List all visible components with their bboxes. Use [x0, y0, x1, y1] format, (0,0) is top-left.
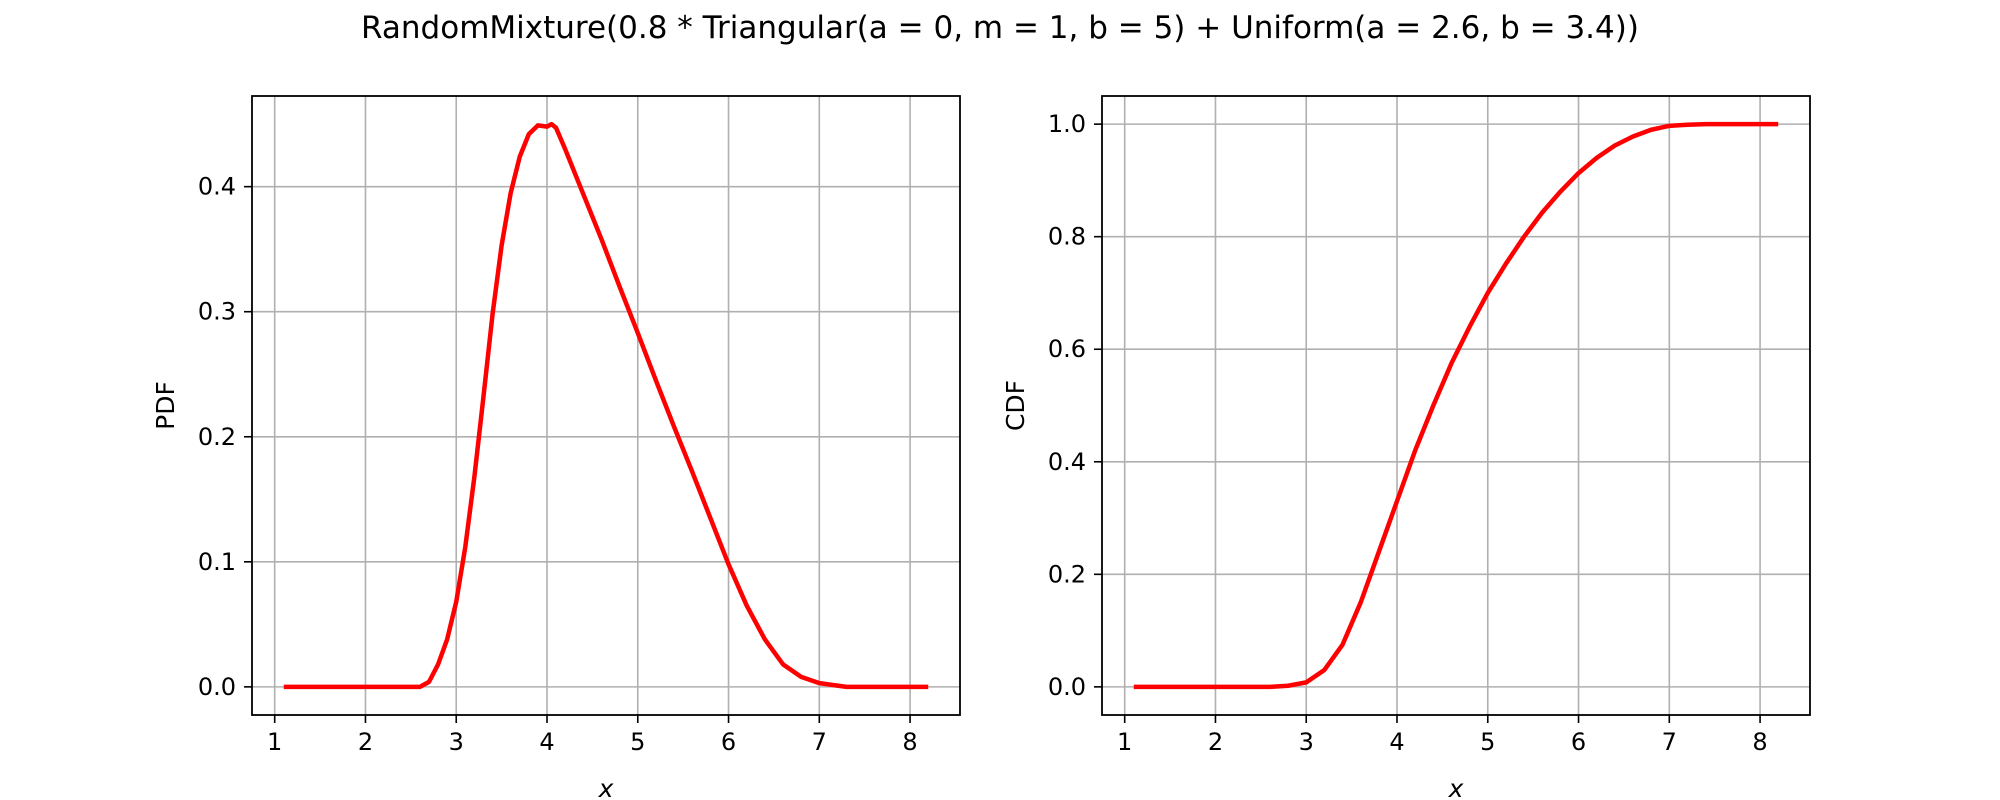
cdf-axes-frame: [1101, 95, 1811, 716]
cdf-y-tick-label: 0.4: [1048, 448, 1086, 476]
pdf-series-line: [283, 121, 929, 690]
pdf-y-tick-label: 0.2: [198, 423, 236, 451]
cdf-x-tick-label: 2: [1208, 728, 1223, 756]
pdf-x-tick-label: 4: [539, 728, 554, 756]
cdf-x-tick-label: 5: [1480, 728, 1495, 756]
pdf-x-tick-label: 8: [902, 728, 917, 756]
cdf-y-tick-label: 0.2: [1048, 560, 1086, 588]
cdf-x-tick-label: 3: [1299, 728, 1314, 756]
cdf-x-axis-label: x: [1448, 774, 1464, 800]
cdf-y-tick-label: 1.0: [1048, 110, 1086, 138]
pdf-axes-frame: [251, 95, 961, 716]
pdf-x-tick-label: 1: [267, 728, 282, 756]
pdf-x-tick-label: 7: [812, 728, 827, 756]
cdf-y-tick-label: 0.8: [1048, 223, 1086, 251]
cdf-y-axis-label: CDF: [1001, 380, 1030, 431]
cdf-x-tick-label: 4: [1389, 728, 1404, 756]
cdf-x-tick-label: 8: [1752, 728, 1767, 756]
cdf-y-tick-label: 0.6: [1048, 335, 1086, 363]
pdf-y-tick-label: 0.4: [198, 173, 236, 201]
pdf-x-axis-label: x: [598, 774, 614, 800]
cdf-series-line: [1133, 121, 1779, 690]
pdf-x-tick-label: 2: [358, 728, 373, 756]
cdf-y-tick-label: 0.0: [1048, 673, 1086, 701]
cdf-plot: 1 2 3 4 5 6 7 8 0.0 0.2 0.4 0.6 0.8 1.0 x CDF: [1001, 95, 1811, 800]
pdf-y-axis-label: PDF: [151, 381, 180, 430]
cdf-x-tick-label: 6: [1571, 728, 1586, 756]
pdf-plot: 1 2 3 4 5 6 7 8 0.0 0.1 0.2 0.3 0.4 x PDF: [151, 95, 961, 800]
pdf-x-tick-label: 5: [630, 728, 645, 756]
cdf-x-tick-label: 7: [1662, 728, 1677, 756]
pdf-x-tick-label: 3: [449, 728, 464, 756]
pdf-x-tick-label: 6: [721, 728, 736, 756]
cdf-x-tick-label: 1: [1117, 728, 1132, 756]
pdf-y-tick-label: 0.3: [198, 298, 236, 326]
pdf-y-tick-label: 0.1: [198, 548, 236, 576]
figure-title: RandomMixture(0.8 * Triangular(a = 0, m …: [361, 10, 1639, 46]
pdf-y-tick-label: 0.0: [198, 673, 236, 701]
